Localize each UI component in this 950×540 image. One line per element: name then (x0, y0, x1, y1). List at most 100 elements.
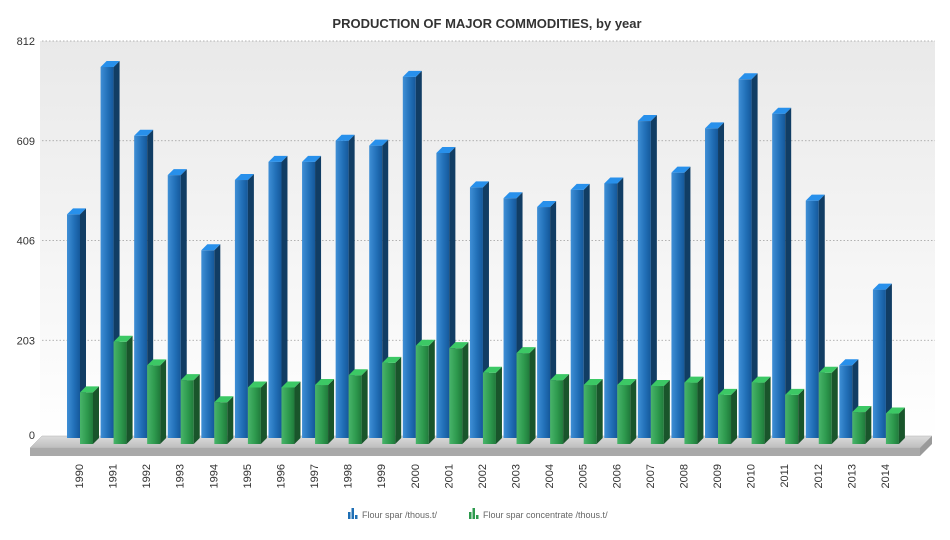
bar-flour-spar[interactable] (167, 169, 187, 439)
bar-top (516, 347, 536, 354)
bar-side (180, 169, 187, 439)
bar-side (315, 155, 322, 438)
bar-front (872, 289, 886, 438)
bar-flour-spar[interactable] (637, 115, 657, 438)
bar-flour-spar[interactable] (872, 283, 892, 438)
bar-top (402, 70, 422, 77)
bar-group-2004 (537, 201, 570, 444)
bar-flour-spar-concentrate[interactable] (80, 386, 99, 444)
bar-flour-spar[interactable] (604, 177, 624, 438)
bar-side (697, 376, 704, 444)
bar-front (100, 67, 114, 439)
bar-flour-spar-concentrate[interactable] (113, 335, 133, 444)
bar-flour-spar-concentrate[interactable] (516, 347, 536, 444)
bar-top (738, 73, 758, 80)
bar-flour-spar-concentrate[interactable] (281, 381, 301, 444)
y-axis: 0 203 406 609 812 (17, 36, 35, 442)
bar-top (214, 396, 234, 403)
bar-front (214, 402, 228, 444)
bar-flour-spar-concentrate[interactable] (247, 381, 267, 444)
x-axis: 1990 1991 1992 1993 1994 1995 1996 1997 1998 1999… (74, 464, 892, 488)
bar-front (469, 187, 483, 438)
bar-front (281, 387, 295, 444)
bar-front (852, 412, 866, 444)
bar-top (281, 381, 301, 388)
bar-flour-spar[interactable] (234, 174, 254, 438)
bar-flour-spar[interactable] (772, 107, 792, 439)
bar-top (247, 381, 267, 388)
bar-flour-spar[interactable] (705, 122, 725, 439)
bar-flour-spar-concentrate[interactable] (482, 366, 502, 444)
legend-item-flour-spar[interactable]: Flour spar /thous.t/ (348, 508, 438, 520)
bar-group-1994 (201, 244, 234, 444)
bar-flour-spar[interactable] (134, 129, 154, 438)
bar-group-1996 (268, 155, 301, 444)
bar-front (650, 386, 664, 444)
bar-flour-spar-concentrate[interactable] (550, 374, 570, 444)
bar-flour-spar[interactable] (268, 155, 288, 438)
bar-front (268, 161, 282, 438)
bar-side (160, 359, 167, 444)
bar-top (482, 366, 502, 373)
bar-flour-spar-concentrate[interactable] (751, 376, 771, 444)
bar-flour-spar-concentrate[interactable] (147, 359, 167, 444)
bar-group-2013 (839, 359, 872, 444)
bar-flour-spar[interactable] (302, 155, 322, 438)
bar-top (201, 244, 221, 251)
bar-side (348, 134, 355, 438)
bar-flour-spar-concentrate[interactable] (415, 339, 435, 444)
bar-top (315, 379, 335, 386)
bar-top (100, 61, 120, 68)
x-tick-label: 1995 (242, 464, 254, 488)
bar-front (415, 345, 429, 444)
bar-group-1998 (335, 134, 368, 444)
bar-flour-spar-concentrate[interactable] (214, 396, 234, 444)
bar-flour-spar[interactable] (335, 134, 355, 438)
bar-group-2010 (738, 73, 771, 444)
bar-flour-spar-concentrate[interactable] (852, 406, 872, 444)
bar-side (193, 374, 200, 444)
bar-flour-spar-concentrate[interactable] (583, 379, 603, 444)
x-tick-label: 2014 (880, 464, 892, 488)
bar-front (718, 394, 732, 444)
bar-flour-spar[interactable] (67, 208, 86, 438)
x-tick-label: 2009 (712, 464, 724, 488)
bar-flour-spar[interactable] (201, 244, 221, 438)
x-tick-label: 1994 (208, 464, 220, 488)
bar-flour-spar-concentrate[interactable] (818, 366, 838, 444)
bar-flour-spar[interactable] (570, 183, 590, 438)
bar-flour-spar[interactable] (738, 73, 758, 439)
legend-item-flour-spar-concentrate[interactable]: Flour spar concentrate /thous.t/ (469, 508, 608, 520)
x-tick-label: 2008 (678, 464, 690, 488)
bar-top (839, 359, 859, 366)
bar-flour-spar[interactable] (671, 166, 691, 439)
bar-side (751, 73, 758, 439)
bar-flour-spar-concentrate[interactable] (315, 379, 335, 444)
bar-front (805, 200, 819, 438)
bar-front (113, 341, 127, 444)
bar-flour-spar-concentrate[interactable] (449, 342, 469, 444)
bar-top (167, 169, 187, 176)
bar-flour-spar-concentrate[interactable] (885, 407, 905, 444)
bar-side (718, 122, 725, 439)
bar-side (495, 366, 502, 444)
bar-flour-spar-concentrate[interactable] (617, 379, 637, 444)
bar-top (147, 359, 167, 366)
bar-side (462, 342, 469, 444)
bar-flour-spar-concentrate[interactable] (684, 376, 704, 444)
bar-top (570, 183, 590, 190)
bar-front (637, 121, 651, 438)
bar-flour-spar-concentrate[interactable] (650, 380, 670, 444)
bar-side (428, 339, 435, 444)
bar-flour-spar-concentrate[interactable] (348, 369, 368, 444)
bar-flour-spar-concentrate[interactable] (785, 388, 805, 444)
bar-flour-spar-concentrate[interactable] (180, 374, 200, 444)
bar-top (134, 129, 154, 136)
bar-side (395, 356, 402, 444)
bar-top (436, 147, 456, 153)
bar-front (302, 161, 316, 438)
bar-flour-spar-concentrate[interactable] (382, 356, 402, 444)
bar-front (80, 392, 93, 444)
bar-flour-spar-concentrate[interactable] (718, 388, 738, 444)
